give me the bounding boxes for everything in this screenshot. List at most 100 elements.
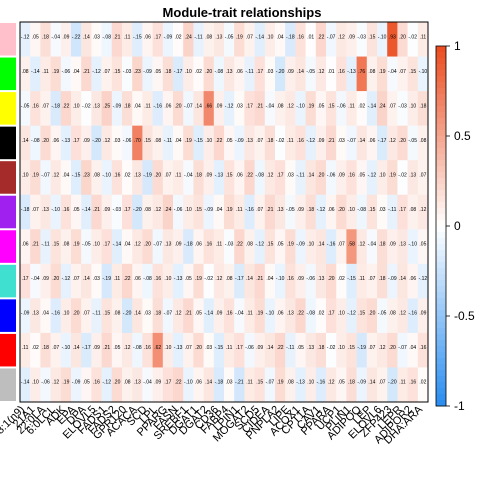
colorbar-segment <box>436 46 446 53</box>
cell-value-label: .22 <box>62 103 69 109</box>
cell-value-label: .01 <box>307 34 314 40</box>
cell-value-label: .11 <box>358 276 365 282</box>
cell-value-label: .03 <box>144 311 151 317</box>
heat-cell <box>30 22 41 57</box>
heat-cell <box>417 22 429 57</box>
heat-cell <box>336 91 347 126</box>
heatmap-border <box>19 21 429 403</box>
heat-cell <box>295 22 306 57</box>
heat-cell <box>162 91 174 126</box>
colorbar-segment <box>436 160 446 167</box>
cell-value-label: .08 <box>144 207 151 213</box>
heat-cell <box>40 263 51 299</box>
heat-cell <box>315 263 327 299</box>
cell-value-label: -.10 <box>266 311 275 317</box>
cell-value-label: .21 <box>266 207 273 213</box>
heat-cell <box>81 91 92 126</box>
heat-cell <box>346 194 357 230</box>
colorbar-segment <box>436 400 446 407</box>
cell-value-label: .18 <box>379 276 386 282</box>
cell-value-label: .04 <box>409 345 416 351</box>
cell-value-label: -.04 <box>143 380 152 386</box>
heat-cell <box>336 367 347 403</box>
heat-cell <box>183 125 194 161</box>
module-color-grey <box>0 368 16 401</box>
cell-value-label: -.11 <box>92 311 100 317</box>
heat-cell <box>71 22 82 57</box>
cell-value-label: -.04 <box>31 276 40 282</box>
colorbar-segment <box>436 226 446 233</box>
cell-value-label: -.02 <box>408 34 417 40</box>
cell-value-label: -.09 <box>143 69 152 75</box>
cell-value-label: .08 <box>205 34 212 40</box>
heat-cell <box>336 298 347 334</box>
heat-cell <box>152 22 164 57</box>
cell-value-label: .11 <box>246 380 253 386</box>
colorbar-segment <box>436 394 446 401</box>
cell-value-label: -.03 <box>123 69 132 75</box>
cell-value-label: .17 <box>328 311 335 317</box>
cell-value-label: -.11 <box>245 69 253 75</box>
heat-cell <box>111 22 123 57</box>
heat-cell <box>377 160 388 196</box>
heat-cell <box>346 125 357 161</box>
heat-cell <box>193 91 204 126</box>
heat-cell <box>387 367 398 403</box>
colorbar-segment <box>436 184 446 191</box>
heat-cell <box>162 263 174 299</box>
cell-value-label: .11 <box>216 242 223 248</box>
cell-value-label: -.17 <box>174 69 183 75</box>
heat-cell <box>377 91 388 126</box>
cell-value-label: .06 <box>164 103 171 109</box>
colorbar-segment <box>436 268 446 275</box>
cell-value-label: .13 <box>215 34 222 40</box>
heat-cell <box>152 194 164 230</box>
heat-cell <box>101 22 113 57</box>
heat-cell <box>122 125 133 161</box>
heat-cell <box>285 194 296 230</box>
cell-value-label: .03 <box>93 34 100 40</box>
colorbar-segment <box>436 58 446 65</box>
cell-value-label: .08 <box>389 311 396 317</box>
cell-value-label: .22 <box>246 172 253 178</box>
heat-cell <box>356 56 368 92</box>
cell-value-label: -.09 <box>113 103 122 109</box>
cell-value-label: .13 <box>277 207 284 213</box>
heat-cell <box>407 332 419 368</box>
heat-cell <box>366 332 378 368</box>
heat-cell <box>275 229 286 265</box>
cell-value-label: -.08 <box>31 138 40 144</box>
heat-cell <box>152 367 164 403</box>
heat-cell <box>315 229 327 265</box>
heat-cell <box>30 229 41 265</box>
heat-cell <box>407 298 419 334</box>
cell-value-label: .07 <box>379 380 386 386</box>
heat-cell <box>285 332 296 368</box>
cell-value-label: .24 <box>379 103 386 109</box>
cell-value-label: .21 <box>328 138 335 144</box>
heat-cell <box>326 298 337 334</box>
heat-cell <box>417 367 429 403</box>
heat-cell <box>203 22 215 57</box>
heat-cell <box>264 298 276 334</box>
colorbar-segment <box>436 358 446 365</box>
cell-value-label: -.07 <box>184 103 193 109</box>
heat-cell <box>40 229 51 265</box>
cell-value-label: -.08 <box>215 69 224 75</box>
heat-cell <box>162 160 174 196</box>
cell-value-label: .09 <box>83 138 90 144</box>
cell-value-label: -.04 <box>184 172 193 178</box>
cell-value-label: .22 <box>317 34 324 40</box>
heat-cell <box>162 22 174 57</box>
heat-cell <box>122 22 133 57</box>
heat-cell <box>397 125 408 161</box>
heat-cell <box>326 194 337 230</box>
heat-cell <box>50 332 62 368</box>
cell-value-label: -.04 <box>388 69 397 75</box>
heat-cell <box>295 229 306 265</box>
cell-value-label: .08 <box>226 276 233 282</box>
heat-cell <box>305 263 317 299</box>
cell-value-label: .10 <box>32 380 39 386</box>
cell-value-label: .23 <box>83 172 90 178</box>
heat-cell <box>417 263 429 299</box>
